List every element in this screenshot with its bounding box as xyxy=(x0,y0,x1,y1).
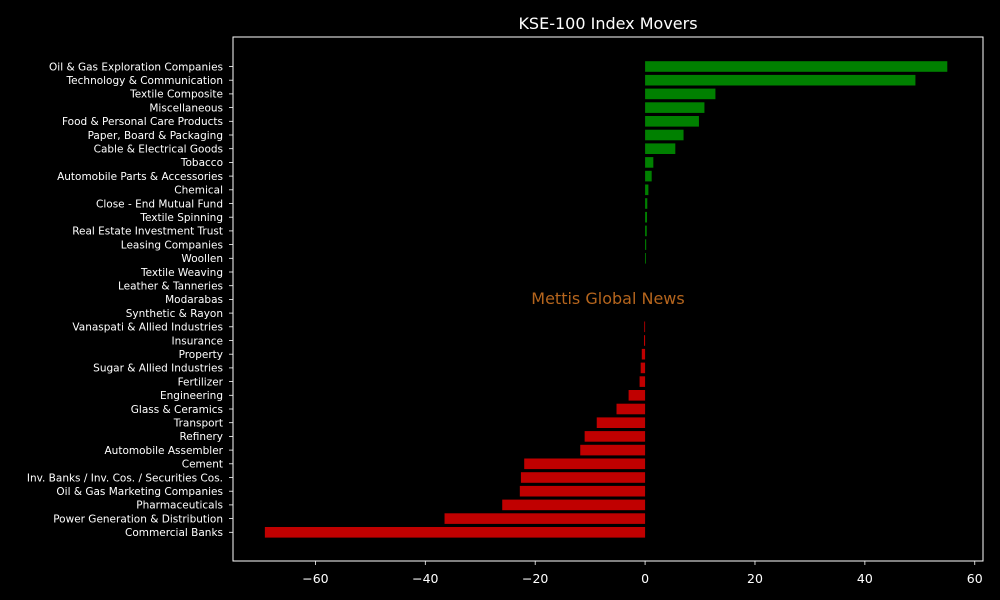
bar-11 xyxy=(645,211,648,223)
category-label: Automobile Parts & Accessories xyxy=(57,171,223,183)
bar-33 xyxy=(444,513,646,524)
category-label: Miscellaneous xyxy=(149,102,223,114)
category-label: Automobile Assembler xyxy=(105,445,224,457)
bar-32 xyxy=(502,499,646,511)
watermark: Mettis Global News xyxy=(531,289,684,308)
category-label: Close - End Mutual Fund xyxy=(96,198,223,210)
category-label: Fertilizer xyxy=(178,376,224,388)
category-label: Oil & Gas Exploration Companies xyxy=(49,61,223,73)
category-label: Insurance xyxy=(171,335,223,347)
category-label: Synthetic & Rayon xyxy=(126,308,223,320)
chart-title: KSE-100 Index Movers xyxy=(518,14,697,33)
bar-8 xyxy=(645,170,652,182)
category-label: Commercial Banks xyxy=(125,527,223,539)
bar-13 xyxy=(645,239,647,250)
bar-25 xyxy=(616,403,646,415)
category-label: Textile Weaving xyxy=(140,267,223,279)
bar-30 xyxy=(520,472,646,483)
x-tick-label: −20 xyxy=(522,571,548,586)
category-label: Chemical xyxy=(174,185,223,197)
category-label: Power Generation & Distribution xyxy=(53,513,223,525)
category-label: Refinery xyxy=(179,431,223,443)
category-label: Food & Personal Care Products xyxy=(62,116,223,128)
bar-14 xyxy=(645,253,646,264)
category-label: Engineering xyxy=(160,390,223,402)
bar-0 xyxy=(645,61,948,72)
category-label: Textile Spinning xyxy=(139,212,223,224)
bar-27 xyxy=(584,431,646,442)
x-tick-label: −40 xyxy=(412,571,438,586)
category-label: Glass & Ceramics xyxy=(131,404,223,416)
x-tick-label: −60 xyxy=(302,571,328,586)
category-label: Leasing Companies xyxy=(121,239,223,251)
category-label: Property xyxy=(179,349,223,361)
category-label: Textile Composite xyxy=(129,89,223,101)
bar-19 xyxy=(644,321,646,333)
bar-9 xyxy=(645,184,649,196)
bar-20 xyxy=(643,335,646,346)
bars-group xyxy=(264,61,948,538)
x-tick-label: 20 xyxy=(747,571,763,586)
category-label: Tobacco xyxy=(180,157,223,169)
bar-21 xyxy=(641,348,646,360)
category-label: Real Estate Investment Trust xyxy=(72,226,223,238)
bar-23 xyxy=(639,376,646,387)
bar-31 xyxy=(519,485,646,497)
bar-7 xyxy=(645,157,654,168)
bar-34 xyxy=(264,527,646,538)
bar-24 xyxy=(628,390,646,401)
category-label: Sugar & Allied Industries xyxy=(93,363,223,375)
category-label: Inv. Banks / Inv. Cos. / Securities Cos. xyxy=(27,472,223,484)
bar-3 xyxy=(645,102,705,113)
category-labels: Oil & Gas Exploration Companies Technolog… xyxy=(27,61,233,539)
x-tick-label: 60 xyxy=(967,571,983,586)
category-label: Transport xyxy=(173,418,223,430)
bar-26 xyxy=(596,417,646,428)
category-label: Cement xyxy=(182,459,223,471)
bar-6 xyxy=(645,143,676,154)
x-tick-label: 0 xyxy=(641,571,649,586)
bar-28 xyxy=(580,444,646,456)
bar-5 xyxy=(645,129,684,141)
category-label: Pharmaceuticals xyxy=(136,500,223,512)
bar-2 xyxy=(645,88,716,100)
x-axis: −60 −40 −20 0 20 40 60 xyxy=(302,561,983,586)
category-label: Vanaspati & Allied Industries xyxy=(72,322,223,334)
category-label: Leather & Tanneries xyxy=(118,281,223,293)
bar-22 xyxy=(640,362,646,374)
bar-10 xyxy=(645,198,648,209)
category-label: Paper, Board & Packaging xyxy=(88,130,223,142)
bar-29 xyxy=(524,458,646,470)
category-label: Woollen xyxy=(181,253,223,265)
x-tick-label: 40 xyxy=(857,571,873,586)
bar-12 xyxy=(645,225,647,237)
bar-1 xyxy=(645,74,916,86)
category-label: Modarabas xyxy=(165,294,223,306)
bar-4 xyxy=(645,116,699,127)
category-label: Oil & Gas Marketing Companies xyxy=(56,486,223,498)
category-label: Technology & Communication xyxy=(66,75,223,87)
plot-frame xyxy=(232,36,984,562)
category-label: Cable & Electrical Goods xyxy=(94,144,223,156)
